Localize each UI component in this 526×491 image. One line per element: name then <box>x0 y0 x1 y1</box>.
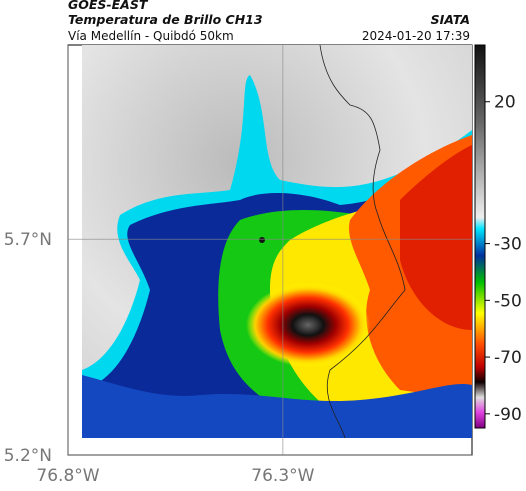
agency: SIATA <box>431 12 470 27</box>
datetime: 2024-01-20 17:39 <box>362 29 470 43</box>
y-tick-label: 5.2°N <box>4 446 52 466</box>
colorbar-tick-label: -70 <box>494 348 522 368</box>
map-axes: 76.8°W 76.3°W 5.7°N 5.2°N <box>4 45 472 486</box>
colorbar-tick-label: 20 <box>494 93 516 113</box>
colorbar-tick-label: -90 <box>494 405 522 425</box>
colorbar-tick-label: -50 <box>494 291 522 311</box>
title: Temperatura de Brillo CH13 <box>68 12 263 27</box>
x-tick-label: 76.3°W <box>251 466 314 486</box>
satellite-image <box>82 45 472 438</box>
source: GOES-EAST <box>68 0 149 12</box>
y-tick-label: 5.7°N <box>4 230 52 250</box>
colorbar-axes: 20 -30 -50 -70 -90 <box>485 93 522 425</box>
header: GOES-EAST Temperatura de Brillo CH13 Vía… <box>68 0 470 43</box>
x-tick-label: 76.8°W <box>36 466 99 486</box>
colorbar <box>474 44 486 429</box>
subtitle: Vía Medellín - Quibdó 50km <box>68 29 234 43</box>
colorbar-tick-label: -30 <box>494 235 522 255</box>
